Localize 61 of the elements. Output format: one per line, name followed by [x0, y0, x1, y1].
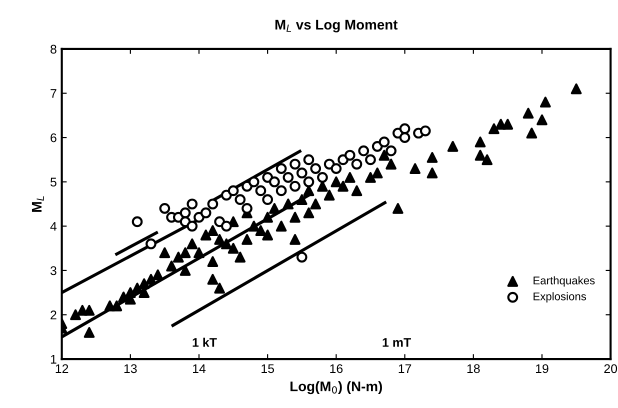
- point: [330, 163, 342, 174]
- x-axis-title: Log(M$_{0}$) (N-m): [290, 381, 382, 394]
- point: [296, 168, 308, 178]
- point: [290, 158, 300, 170]
- y-tick-label: 3: [50, 266, 56, 276]
- point: [159, 202, 170, 214]
- legend-label: Explosions: [534, 292, 586, 303]
- point: [303, 176, 314, 188]
- point: [146, 238, 156, 250]
- point: [296, 252, 308, 263]
- point: [207, 198, 218, 210]
- x-tick-label: 16: [330, 364, 343, 374]
- point: [228, 185, 239, 196]
- point: [276, 185, 287, 196]
- y-tick-label: 8: [50, 44, 56, 54]
- y-tick-label: 7: [50, 89, 56, 98]
- y-tick-label: 1: [50, 354, 56, 364]
- x-tick-label: 20: [604, 364, 618, 374]
- point: [420, 125, 431, 136]
- point: [344, 150, 356, 161]
- y-tick-label: 5: [50, 178, 56, 187]
- y-axis-title: M$_{L}$: [32, 196, 44, 212]
- x-tick-label: 13: [124, 364, 137, 374]
- point: [234, 194, 246, 206]
- point: [242, 202, 252, 214]
- point: [186, 198, 198, 210]
- point: [282, 172, 294, 183]
- legend-label: Earthquakes: [534, 276, 595, 287]
- point: [221, 220, 232, 232]
- point: [386, 145, 397, 156]
- point: [262, 194, 274, 206]
- annotation: 1 mT: [382, 338, 412, 347]
- x-tick-label: 18: [467, 364, 480, 374]
- point: [378, 136, 390, 148]
- point: [180, 207, 191, 218]
- point: [310, 163, 322, 174]
- point: [132, 216, 143, 228]
- point: [269, 176, 280, 188]
- point: [399, 123, 410, 134]
- point: [351, 158, 362, 170]
- point: [358, 145, 370, 156]
- x-tick-label: 12: [56, 364, 68, 373]
- point: [255, 185, 266, 196]
- point: [365, 154, 376, 166]
- point: [276, 163, 287, 174]
- chart-title: M$_{L}$ vs Log Moment: [275, 20, 398, 32]
- x-tick-label: 14: [193, 364, 206, 373]
- point: [303, 154, 314, 166]
- point: [248, 176, 260, 188]
- y-tick-label: 2: [50, 310, 56, 320]
- x-tick-label: 15: [262, 364, 274, 374]
- y-tick-label: 6: [50, 133, 56, 142]
- point: [186, 220, 198, 232]
- x-tick-label: 17: [398, 364, 412, 373]
- point: [290, 180, 300, 192]
- annotation: 1 kT: [192, 338, 217, 347]
- point: [317, 172, 328, 183]
- point: [200, 207, 212, 218]
- x-tick-label: 19: [536, 364, 548, 374]
- y-tick-label: 4: [50, 222, 57, 231]
- point: [399, 132, 410, 143]
